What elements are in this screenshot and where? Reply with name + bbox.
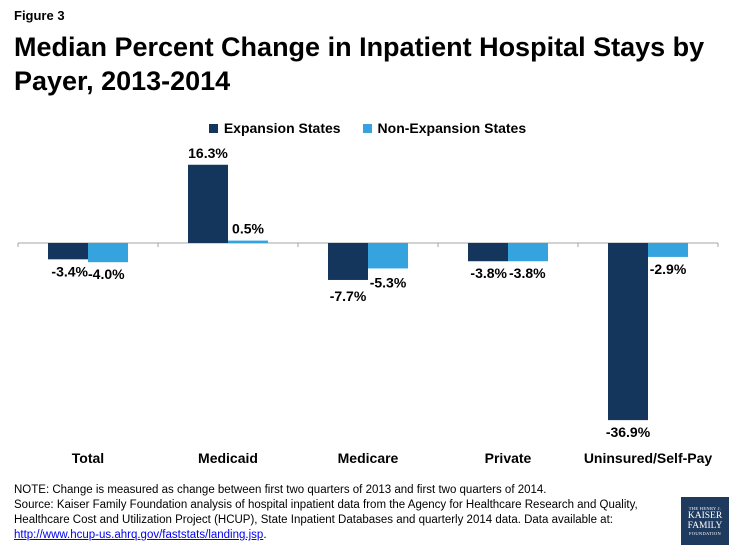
- kff-logo: THE HENRY J. KAISER FAMILY FOUNDATION: [681, 497, 729, 545]
- source-text: Source: Kaiser Family Foundation analysi…: [14, 499, 638, 526]
- legend-item-expansion: Expansion States: [208, 120, 341, 136]
- legend: Expansion States Non-Expansion States: [0, 120, 735, 136]
- source-link[interactable]: http://www.hcup-us.ahrq.gov/faststats/la…: [14, 529, 264, 541]
- x-tick-label-medicaid: Medicaid: [198, 450, 258, 466]
- x-tick-label-medicare: Medicare: [338, 450, 399, 466]
- data-label-expansion-states-medicaid: 16.3%: [188, 145, 228, 161]
- chart-title: Median Percent Change in Inpatient Hospi…: [14, 32, 705, 96]
- data-label-non-expansion-states-total: -4.0%: [88, 266, 125, 282]
- bar-non-expansion-states-medicaid: [228, 240, 268, 243]
- bar-non-expansion-states-total: [88, 243, 128, 263]
- bar-chart: Total -3.4% -4.0% Medicaid 16.3% 0.5% Medicare…: [17, 145, 719, 466]
- bar-expansion-states-private: [468, 243, 508, 262]
- figure-label: Figure 3: [14, 8, 65, 23]
- x-tick-label-total: Total: [72, 450, 104, 466]
- data-label-expansion-states-uninsured-self-pay: -36.9%: [606, 424, 651, 440]
- legend-swatch-expansion: [208, 123, 218, 133]
- data-label-expansion-states-total: -3.4%: [51, 263, 88, 279]
- legend-label-non-expansion: Non-Expansion States: [377, 120, 527, 136]
- x-tick-label-private: Private: [485, 450, 532, 466]
- bar-expansion-states-medicare: [328, 243, 368, 280]
- logo-line-3: FAMILY: [687, 521, 723, 531]
- bar-expansion-states-medicaid: [188, 164, 228, 243]
- x-tick-label-uninsured-self-pay: Uninsured/Self-Pay: [584, 450, 713, 466]
- data-label-non-expansion-states-medicaid: 0.5%: [232, 221, 264, 237]
- legend-label-expansion: Expansion States: [223, 120, 341, 136]
- bar-expansion-states-uninsured-self-pay: [608, 243, 648, 421]
- source-link-line: http://www.hcup-us.ahrq.gov/faststats/la…: [14, 528, 654, 543]
- bar-non-expansion-states-medicare: [368, 243, 408, 269]
- data-label-non-expansion-states-private: -3.8%: [509, 265, 546, 281]
- data-label-non-expansion-states-uninsured-self-pay: -2.9%: [650, 261, 687, 277]
- bar-non-expansion-states-uninsured-self-pay: [648, 243, 688, 257]
- notes: NOTE: Change is measured as change betwe…: [14, 483, 654, 543]
- note-text: NOTE: Change is measured as change betwe…: [14, 484, 547, 496]
- legend-swatch-non-expansion: [362, 123, 372, 133]
- legend-item-non-expansion: Non-Expansion States: [362, 120, 527, 136]
- data-label-expansion-states-private: -3.8%: [470, 265, 507, 281]
- bar-non-expansion-states-private: [508, 243, 548, 262]
- logo-line-4: FOUNDATION: [689, 531, 721, 536]
- source-link-suffix: .: [263, 529, 267, 541]
- bar-expansion-states-total: [48, 243, 88, 260]
- logo-line-2: KAISER: [687, 511, 723, 521]
- data-label-non-expansion-states-medicare: -5.3%: [370, 274, 407, 290]
- data-label-expansion-states-medicare: -7.7%: [330, 288, 367, 304]
- logo-line-1: THE HENRY J.: [688, 506, 722, 511]
